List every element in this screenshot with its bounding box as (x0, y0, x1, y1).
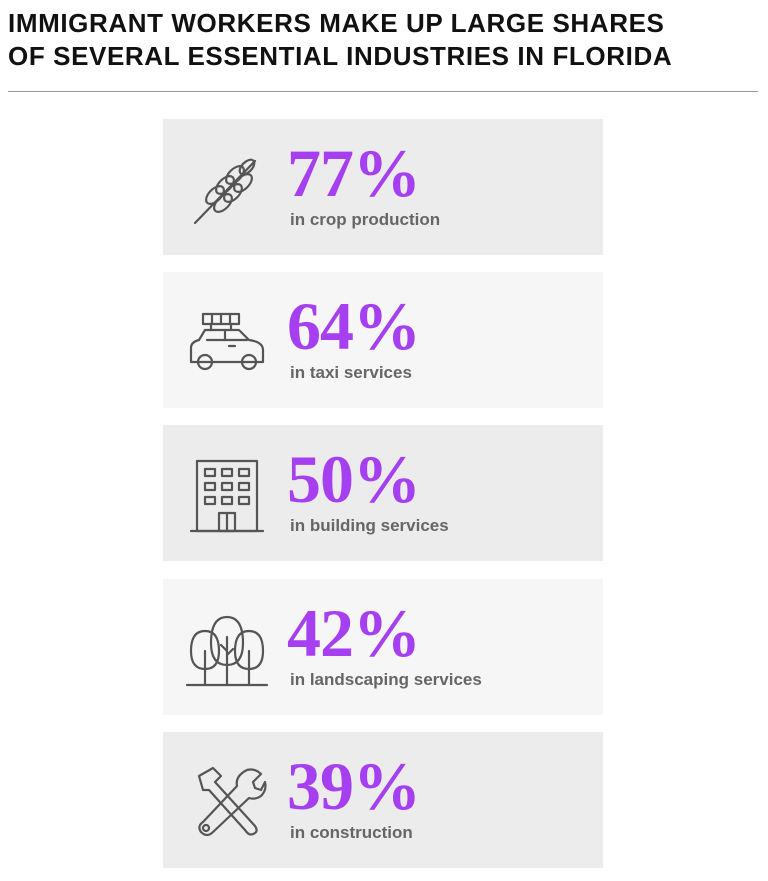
building-icon (189, 459, 265, 533)
stat-card: 50% in building services (163, 425, 603, 561)
industry-label: in taxi services (290, 363, 412, 382)
stat-card: 77% in crop production (163, 119, 603, 255)
percent: 64% (287, 288, 421, 364)
industry-label: in crop production (290, 210, 441, 229)
industry-label: in landscaping services (290, 670, 482, 689)
industry-label: in construction (290, 823, 413, 842)
stat-card: 64% in taxi services (163, 272, 603, 408)
title-line: IMMIGRANT WORKERS MAKE UP LARGE SHARES (8, 8, 665, 38)
stat-card: 42% in landscaping services (163, 579, 603, 715)
divider (8, 91, 758, 92)
trees-icon (185, 615, 269, 687)
wheat-icon (193, 158, 257, 225)
stat-card: 39% in construction (163, 732, 603, 868)
percent: 42% (287, 595, 421, 671)
tools-icon (197, 766, 267, 837)
percent: 77% (287, 135, 421, 211)
title-line: OF SEVERAL ESSENTIAL INDUSTRIES IN FLORI… (8, 41, 673, 71)
percent: 50% (287, 441, 421, 517)
taxi-icon (189, 312, 265, 371)
industry-label: in building services (290, 516, 449, 535)
percent: 39% (287, 748, 421, 824)
